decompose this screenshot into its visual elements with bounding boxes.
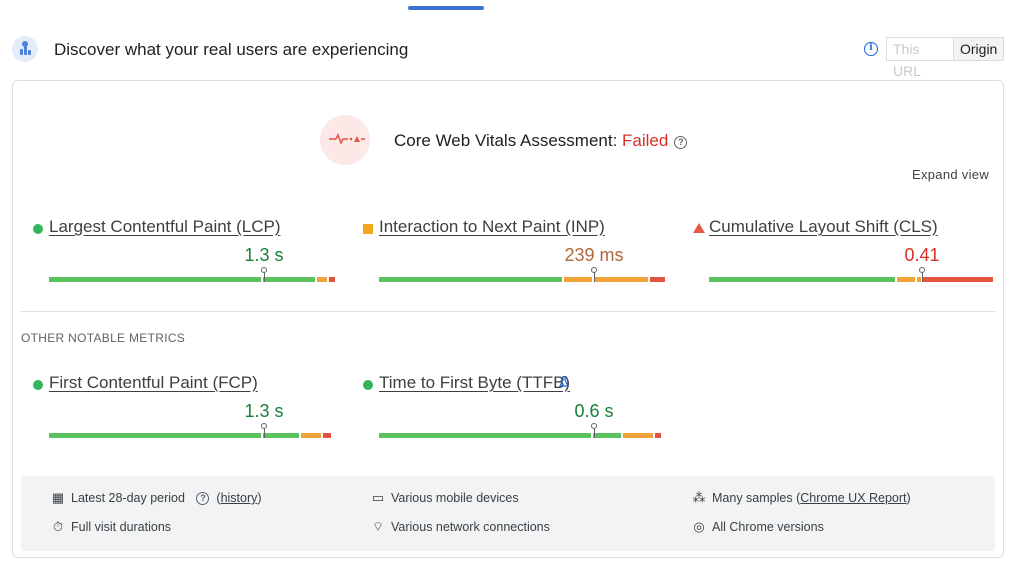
- good-status-icon: [33, 224, 43, 234]
- network-coverage: ⌔ Various network connections: [371, 519, 550, 534]
- help-icon[interactable]: ?: [674, 136, 688, 149]
- stopwatch-icon: ⏱: [52, 519, 64, 534]
- assessment-status: Failed: [622, 131, 669, 150]
- devices-icon: ▭: [371, 490, 385, 505]
- chrome-versions: ◎ All Chrome versions: [693, 519, 824, 534]
- visit-durations: ⏱ Full visit durations: [52, 519, 172, 534]
- chrome-icon: ◎: [693, 519, 705, 534]
- page-title: Discover what your real users are experi…: [54, 40, 409, 59]
- metric-value: 0.41: [904, 245, 940, 265]
- metric-value: 239 ms: [564, 245, 624, 265]
- distribution-bar: [49, 433, 335, 438]
- percentile-marker: [591, 423, 597, 429]
- expand-view-link[interactable]: Expand view: [912, 167, 990, 182]
- percentile-marker: [261, 267, 267, 273]
- distribution-bar: [379, 433, 665, 438]
- needs-improvement-icon: [363, 224, 373, 234]
- metric-name[interactable]: Interaction to Next Paint (INP): [379, 217, 605, 236]
- poor-status-icon: [693, 223, 705, 233]
- metric-ttfb: Time to First Byte (TTFB) 0.6 s: [363, 373, 661, 443]
- good-status-icon: [363, 380, 373, 390]
- percentile-marker: [591, 267, 597, 273]
- this-url-button[interactable]: This URL: [887, 38, 954, 79]
- metric-name[interactable]: First Contentful Paint (FCP): [49, 373, 258, 392]
- field-data-icon: [12, 36, 38, 62]
- origin-button[interactable]: Origin: [954, 38, 1004, 60]
- distribution-bar: [709, 277, 995, 282]
- metric-value: 1.3 s: [244, 401, 284, 421]
- metric-value: 0.6 s: [574, 401, 614, 421]
- distribution-bar: [379, 277, 665, 282]
- assessment-label: Core Web Vitals Assessment:: [394, 131, 623, 150]
- distribution-bar: [49, 277, 335, 282]
- section-divider: [21, 311, 995, 312]
- device-coverage: ▭ Various mobile devices: [371, 490, 519, 505]
- metric-name[interactable]: Largest Contentful Paint (LCP): [49, 217, 281, 236]
- help-icon[interactable]: ?: [196, 492, 210, 505]
- sample-source: ⁂ Many samples (Chrome UX Report): [692, 490, 911, 505]
- flask-icon: [559, 376, 569, 387]
- metric-lcp: Largest Contentful Paint (LCP) 1.3 s: [33, 217, 335, 287]
- percentile-marker: [261, 423, 267, 429]
- good-status-icon: [33, 380, 43, 390]
- metric-cls: Cumulative Layout Shift (CLS) 0.41: [693, 217, 993, 287]
- page-header: Discover what your real users are experi…: [12, 36, 1005, 79]
- metric-name[interactable]: Cumulative Layout Shift (CLS): [709, 217, 938, 236]
- metric-name[interactable]: Time to First Byte (TTFB): [379, 373, 571, 392]
- assessment-title: Core Web Vitals Assessment: Failed?: [394, 131, 688, 151]
- samples-icon: ⁂: [692, 490, 706, 505]
- url-origin-toggle: This URL Origin: [886, 37, 1005, 79]
- percentile-marker: [919, 267, 925, 273]
- metric-fcp: First Contentful Paint (FCP) 1.3 s: [33, 373, 331, 443]
- info-icon[interactable]: i: [864, 42, 878, 56]
- calendar-icon: ▦: [51, 490, 65, 505]
- chrome-ux-report-link[interactable]: Chrome UX Report: [800, 491, 907, 505]
- wifi-icon: ⌔: [371, 519, 385, 534]
- metric-inp: Interaction to Next Paint (INP) 239 ms: [363, 217, 665, 287]
- other-metrics-heading: OTHER NOTABLE METRICS: [21, 331, 186, 345]
- failed-vitals-icon: [320, 115, 370, 165]
- data-collection-info: ▦ Latest 28-day period ? (history) ⏱ Full …: [21, 476, 995, 551]
- field-data-card: Core Web Vitals Assessment: Failed? Expa…: [12, 80, 1004, 558]
- collection-period: ▦ Latest 28-day period ? (history): [51, 490, 262, 505]
- active-tab-indicator: [408, 6, 484, 10]
- metric-value: 1.3 s: [244, 245, 284, 265]
- history-link[interactable]: history: [220, 491, 258, 505]
